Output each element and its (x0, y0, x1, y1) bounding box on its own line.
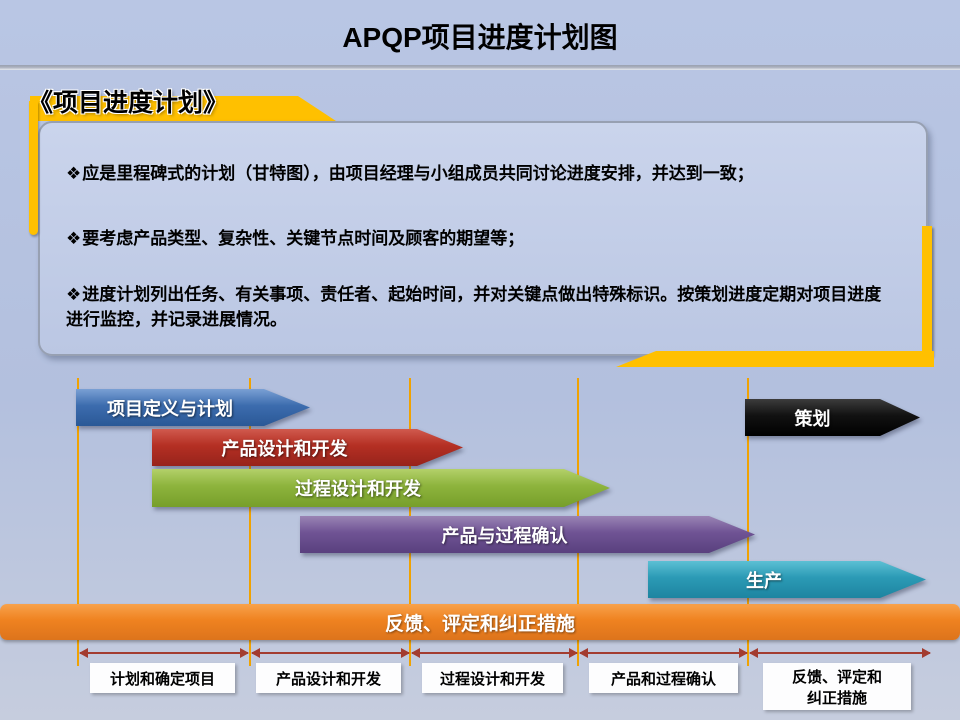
stage-label-validation: 产品和过程确认 (589, 663, 738, 693)
section-banner-title: 《项目进度计划》 (28, 89, 229, 117)
diamond-bullet-icon: ❖ (66, 229, 82, 248)
arrow-shape: 项目定义与计划 (76, 389, 310, 426)
notes-box-accent-left (29, 101, 38, 235)
arrow-shape: 产品设计和开发 (152, 429, 463, 466)
measure-arrow-2 (251, 648, 410, 658)
note-text-2: 要考虑产品类型、复杂性、关键节点时间及顾客的期望等； (82, 229, 525, 248)
measure-arrow-1 (79, 648, 249, 658)
page-title: APQP项目进度计划图 (342, 22, 618, 53)
gantt-arrow-production: 生产 (648, 561, 926, 598)
gantt-arrow-product-design: 产品设计和开发 (152, 429, 463, 466)
gantt-arrow-label: 项目定义与计划 (107, 398, 233, 419)
stage-label-process-design: 过程设计和开发 (422, 663, 563, 693)
title-divider (0, 65, 960, 70)
note-text-1: 应是里程碑式的计划（甘特图），由项目经理与小组成员共同讨论进度安排，并达到一致； (82, 164, 754, 183)
note-text-3: 进度计划列出任务、有关事项、责任者、起始时间，并对关键点做出特殊标识。按策划进度… (66, 285, 882, 329)
timeline-gridline-1 (77, 378, 79, 666)
gantt-arrow-planning-milestone: 策划 (745, 399, 920, 436)
stage-label-product-design: 产品设计和开发 (256, 663, 401, 693)
gantt-arrow-validation: 产品与过程确认 (300, 516, 755, 553)
notes-box-accent-right (922, 226, 932, 356)
arrow-shape: 策划 (745, 399, 920, 436)
timeline-gridline-5 (747, 378, 749, 666)
diamond-bullet-icon: ❖ (66, 164, 82, 183)
gantt-arrow-label: 生产 (746, 570, 782, 591)
feedback-bar: 反馈、评定和纠正措施 (0, 604, 960, 640)
diamond-bullet-icon: ❖ (66, 285, 82, 304)
timeline-gridline-2 (249, 378, 251, 666)
section-banner-ribbon (30, 96, 336, 121)
note-bullet-1: ❖应是里程碑式的计划（甘特图），由项目经理与小组成员共同讨论进度安排，并达到一致… (66, 162, 894, 187)
feedback-bar-label: 反馈、评定和纠正措施 (384, 613, 575, 635)
measure-arrow-3 (411, 648, 578, 658)
gantt-arrow-label: 过程设计和开发 (295, 479, 421, 499)
gantt-arrow-label: 策划 (794, 408, 831, 429)
arrow-shape: 过程设计和开发 (152, 469, 610, 507)
arrow-shape: 生产 (648, 561, 926, 598)
gantt-arrow-project-definition: 项目定义与计划 (76, 389, 310, 426)
note-bullet-3: ❖进度计划列出任务、有关事项、责任者、起始时间，并对关键点做出特殊标识。按策划进… (66, 283, 894, 332)
measure-arrow-5 (749, 648, 931, 658)
stage-label-plan-define: 计划和确定项目 (90, 663, 235, 693)
gantt-arrow-label: 产品与过程确认 (441, 525, 568, 546)
measure-arrow-4 (579, 648, 748, 658)
arrow-shape: 产品与过程确认 (300, 516, 755, 553)
notes-box (38, 121, 928, 356)
notes-box-accent-bottom (616, 351, 934, 367)
gantt-arrow-label: 产品设计和开发 (221, 438, 348, 459)
stage-label-feedback: 反馈、评定和 纠正措施 (763, 663, 911, 710)
gantt-arrow-process-design: 过程设计和开发 (152, 469, 610, 507)
note-bullet-2: ❖要考虑产品类型、复杂性、关键节点时间及顾客的期望等； (66, 227, 894, 252)
